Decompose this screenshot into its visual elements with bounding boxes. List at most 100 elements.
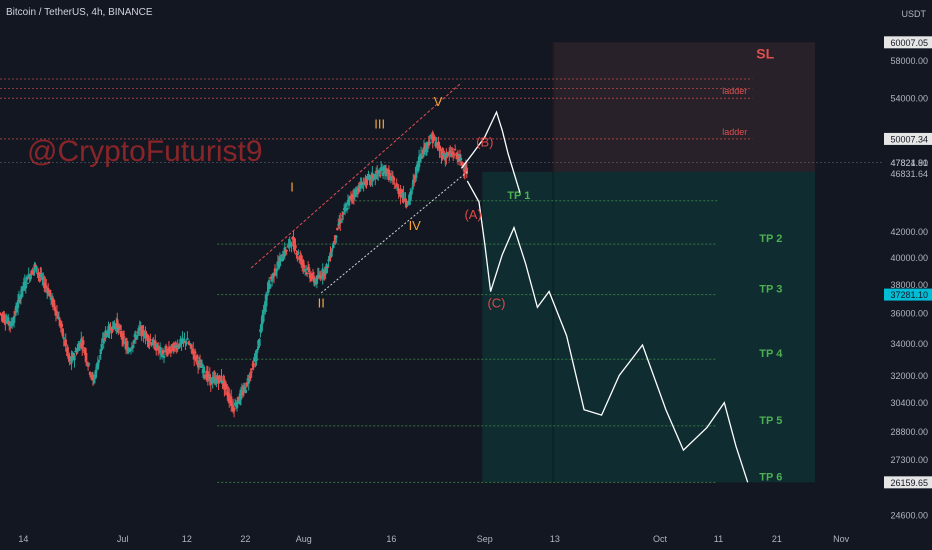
candle-body bbox=[455, 152, 459, 158]
candle-body bbox=[187, 342, 190, 344]
candle-body bbox=[325, 264, 328, 269]
candle-body bbox=[69, 363, 72, 365]
candle-body bbox=[155, 346, 158, 351]
channel-lower-line bbox=[320, 171, 468, 294]
candle-body bbox=[71, 354, 74, 361]
candle-body bbox=[243, 386, 247, 389]
candle-body bbox=[55, 311, 59, 314]
candle-body bbox=[162, 355, 166, 358]
candle-body bbox=[294, 244, 297, 249]
candle-body bbox=[406, 204, 409, 206]
candle-body bbox=[98, 355, 101, 357]
y-tick-label: 28800.00 bbox=[890, 427, 928, 437]
candle-body bbox=[215, 378, 218, 384]
candle-body bbox=[451, 152, 455, 155]
candle-body bbox=[255, 351, 258, 361]
candle-body bbox=[270, 277, 274, 282]
candle-body bbox=[87, 363, 91, 365]
y-tick-label: 47824.80 bbox=[890, 158, 928, 168]
candle-body bbox=[461, 163, 465, 165]
candle-body bbox=[154, 340, 157, 351]
candle-body bbox=[121, 332, 125, 345]
x-tick-label: Oct bbox=[653, 534, 668, 544]
candle-body bbox=[311, 272, 315, 275]
candle-body bbox=[336, 227, 339, 231]
candle-body bbox=[412, 179, 415, 184]
candle-body bbox=[152, 339, 155, 346]
candle-body bbox=[324, 267, 327, 275]
x-tick-label: 13 bbox=[550, 534, 560, 544]
candle-body bbox=[40, 274, 43, 278]
candle-body bbox=[244, 389, 248, 394]
candle-body bbox=[156, 344, 159, 348]
projection-path-c bbox=[466, 180, 749, 483]
stop-loss-zone bbox=[552, 42, 815, 172]
candle-body bbox=[393, 187, 396, 189]
candle-body bbox=[315, 275, 319, 284]
candle-body bbox=[183, 339, 186, 341]
candle-body bbox=[160, 354, 164, 357]
y-tick-label: 58000.00 bbox=[890, 56, 928, 66]
target-label: TP 2 bbox=[759, 233, 782, 245]
candle-body bbox=[305, 272, 309, 274]
candle-body bbox=[169, 349, 173, 351]
candle-body bbox=[111, 326, 114, 332]
candle-body bbox=[256, 351, 259, 353]
candle-body bbox=[148, 341, 151, 343]
x-tick-label: 14 bbox=[18, 534, 28, 544]
candle-body bbox=[331, 248, 334, 250]
candle-body bbox=[332, 242, 335, 248]
y-tick-label: 46831.64 bbox=[890, 169, 928, 179]
candle-body bbox=[237, 401, 241, 404]
candle-body bbox=[182, 340, 185, 342]
candle-body bbox=[91, 374, 95, 381]
candle-body bbox=[387, 169, 391, 180]
candle-body bbox=[275, 268, 279, 272]
candle-body bbox=[296, 252, 299, 255]
candle-body bbox=[285, 250, 288, 252]
candle-body bbox=[413, 180, 416, 182]
candle-body bbox=[333, 241, 336, 243]
candle-body bbox=[432, 139, 435, 142]
candle-body bbox=[29, 274, 32, 280]
candle-body bbox=[144, 332, 147, 339]
candle-body bbox=[378, 174, 382, 177]
candle-body bbox=[395, 183, 398, 186]
x-tick-label: 21 bbox=[772, 534, 782, 544]
candle-body bbox=[192, 348, 195, 354]
candle-body bbox=[220, 375, 223, 382]
candle-body bbox=[380, 170, 384, 172]
candle-body bbox=[362, 182, 365, 185]
candle-body bbox=[313, 282, 317, 285]
target-label: TP 1 bbox=[507, 190, 530, 202]
candle-body bbox=[68, 356, 71, 362]
candle-body bbox=[11, 321, 15, 326]
y-tick-label: 34000.00 bbox=[890, 339, 928, 349]
candle-body bbox=[61, 328, 64, 337]
candle-body bbox=[442, 153, 445, 156]
stop-loss-label: SL bbox=[756, 45, 774, 61]
candle-body bbox=[196, 362, 200, 368]
price-tag-label: 60007.05 bbox=[890, 38, 928, 48]
target-label: TP 3 bbox=[759, 284, 782, 296]
candle-body bbox=[307, 267, 311, 273]
candle-body bbox=[172, 345, 175, 352]
candle-body bbox=[463, 169, 467, 173]
candle-body bbox=[248, 375, 251, 379]
candle-body bbox=[197, 360, 201, 363]
candle-body bbox=[206, 371, 210, 379]
candle-body bbox=[459, 158, 463, 161]
candle-body bbox=[300, 255, 303, 265]
candle-body bbox=[53, 306, 57, 312]
candle-body bbox=[86, 365, 90, 367]
price-tag-label: 26159.65 bbox=[890, 478, 928, 488]
candle-body bbox=[246, 378, 249, 381]
candle-body bbox=[81, 343, 84, 349]
candle-body bbox=[176, 344, 179, 348]
price-tag bbox=[884, 36, 932, 49]
candle-body bbox=[75, 352, 78, 354]
candle-body bbox=[195, 354, 199, 360]
candle-body bbox=[411, 187, 414, 189]
candle-body bbox=[437, 141, 440, 147]
